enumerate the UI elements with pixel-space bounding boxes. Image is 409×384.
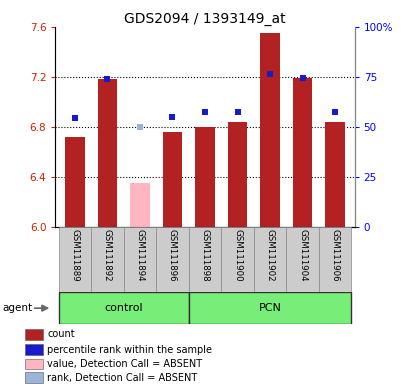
Text: GSM111896: GSM111896: [168, 229, 177, 282]
Text: GDS2094 / 1393149_at: GDS2094 / 1393149_at: [124, 12, 285, 25]
Text: GSM111902: GSM111902: [265, 229, 274, 282]
Text: value, Detection Call = ABSENT: value, Detection Call = ABSENT: [47, 359, 202, 369]
Bar: [260, 33, 279, 227]
Bar: [292, 78, 312, 227]
Bar: [162, 132, 182, 227]
Bar: [65, 137, 84, 227]
Bar: [325, 122, 344, 227]
Text: GSM111892: GSM111892: [103, 229, 112, 282]
Text: control: control: [104, 303, 143, 313]
Text: rank, Detection Call = ABSENT: rank, Detection Call = ABSENT: [47, 373, 197, 383]
Bar: [58, 227, 91, 292]
Text: count: count: [47, 329, 74, 339]
Text: percentile rank within the sample: percentile rank within the sample: [47, 345, 211, 355]
Bar: [91, 227, 124, 292]
Text: PCN: PCN: [258, 303, 281, 313]
Bar: [285, 227, 318, 292]
Bar: [58, 293, 188, 324]
Bar: [195, 127, 214, 227]
Bar: [156, 227, 188, 292]
Bar: [124, 227, 156, 292]
Text: GSM111898: GSM111898: [200, 229, 209, 282]
Bar: [318, 227, 351, 292]
Text: GSM111894: GSM111894: [135, 229, 144, 282]
Bar: [227, 122, 247, 227]
Bar: [97, 79, 117, 227]
Bar: [188, 227, 221, 292]
Text: agent: agent: [2, 303, 32, 313]
Bar: [130, 183, 149, 227]
Text: GSM111900: GSM111900: [232, 229, 241, 282]
Bar: [188, 293, 351, 324]
Bar: [221, 227, 253, 292]
Text: GSM111904: GSM111904: [297, 229, 306, 282]
Text: GSM111889: GSM111889: [70, 229, 79, 282]
Bar: [253, 227, 285, 292]
Text: GSM111906: GSM111906: [330, 229, 339, 282]
